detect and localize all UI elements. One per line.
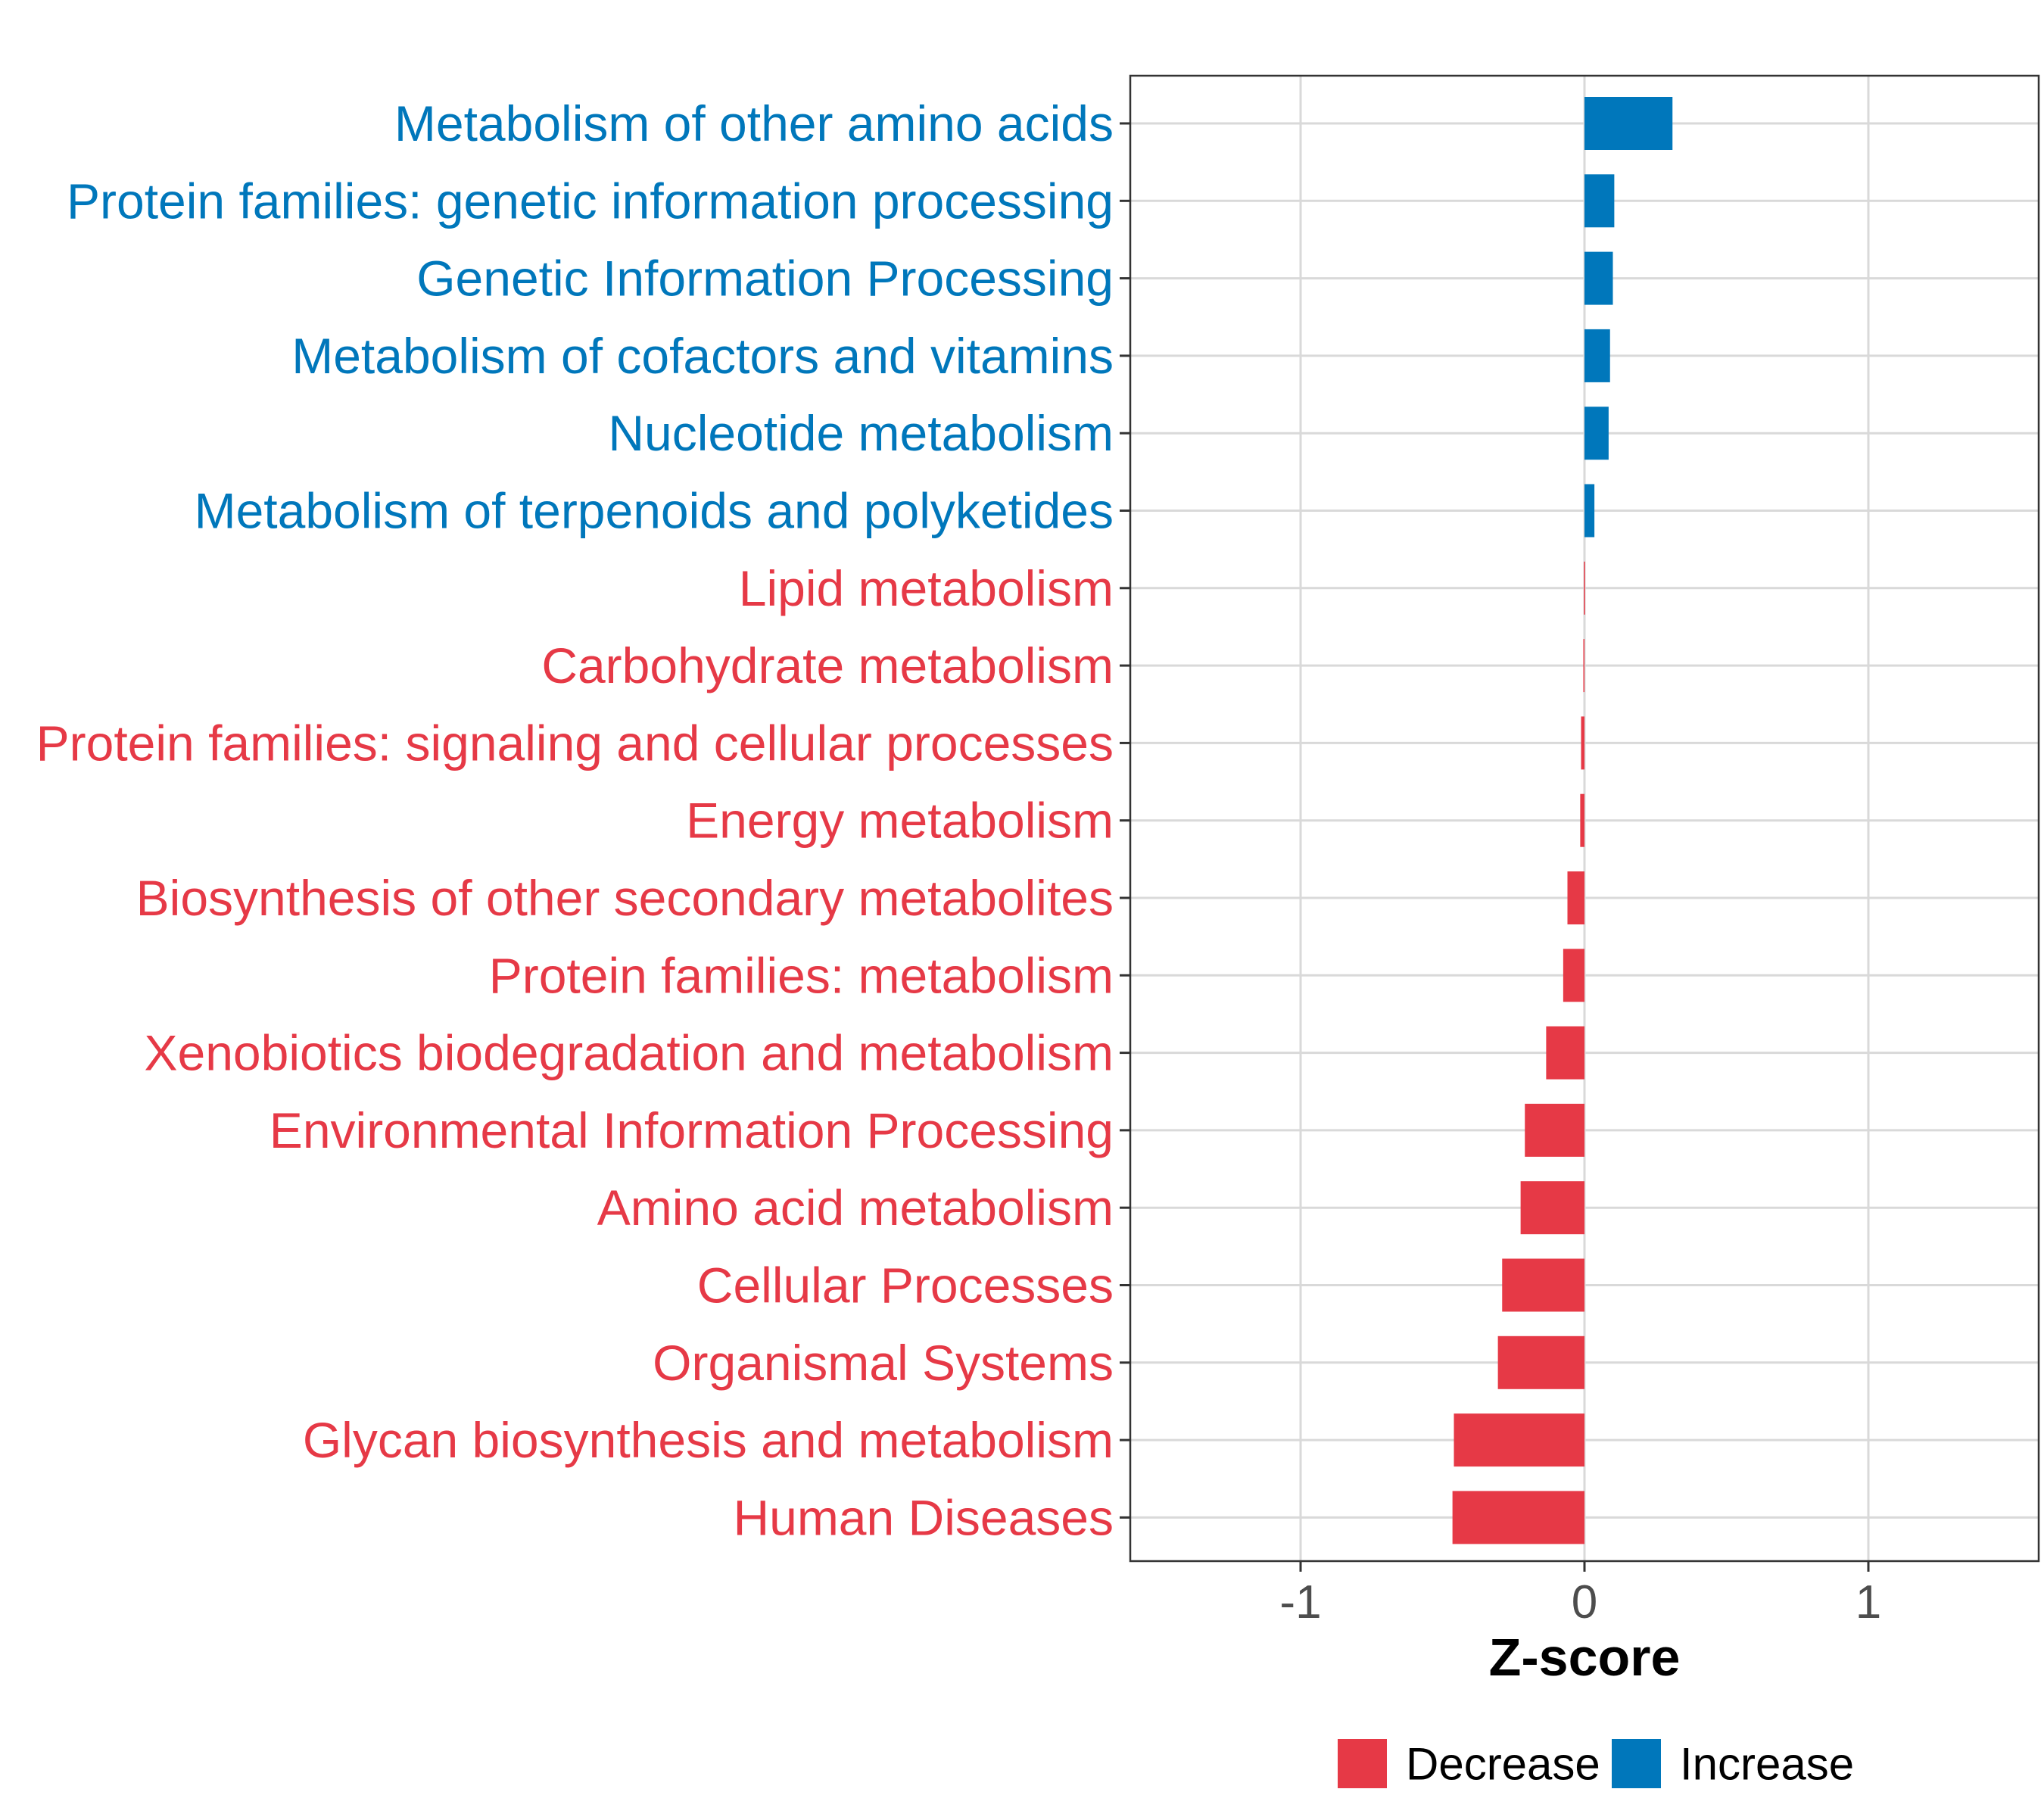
x-tick-label: 0	[1572, 1576, 1597, 1628]
bars	[1452, 97, 1673, 1544]
category-label: Genetic Information Processing	[416, 251, 1114, 307]
legend: Decrease Increase	[1338, 1739, 1854, 1790]
category-label: Protein families: metabolism	[489, 947, 1114, 1003]
category-label: Metabolism of cofactors and vitamins	[291, 328, 1114, 384]
legend-swatch-increase	[1612, 1739, 1661, 1788]
category-label: Organismal Systems	[653, 1335, 1114, 1391]
bar-metabolism-of-other-amino-acids	[1584, 97, 1673, 150]
category-label: Protein families: genetic information pr…	[67, 173, 1114, 229]
category-label: Metabolism of other amino acids	[394, 95, 1114, 151]
category-label: Biosynthesis of other secondary metaboli…	[136, 870, 1114, 926]
category-labels: Metabolism of other amino acids Protein f…	[36, 95, 1114, 1545]
y-axis-ticks	[1120, 122, 1130, 1519]
category-label: Protein families: signaling and cellular…	[36, 715, 1114, 771]
category-label: Environmental Information Processing	[270, 1102, 1114, 1158]
bar-metabolism-of-terpenoids-and-polyketides	[1584, 484, 1595, 538]
category-label: Metabolism of terpenoids and polyketides	[195, 483, 1114, 539]
bar-amino-acid-metabolism	[1520, 1181, 1584, 1235]
bar-lipid-metabolism	[1584, 561, 1585, 615]
bar-metabolism-of-cofactors-and-vitamins	[1584, 329, 1610, 382]
bar-cellular-processes	[1502, 1258, 1584, 1312]
category-label: Human Diseases	[733, 1489, 1114, 1545]
bar-xenobiotics-biodegradation-and-metabolism	[1546, 1026, 1584, 1080]
bar-carbohydrate-metabolism	[1583, 639, 1584, 693]
x-axis-ticks: -1 0 1	[1279, 1561, 1881, 1628]
bar-human-diseases	[1452, 1491, 1584, 1544]
legend-swatch-decrease	[1338, 1739, 1387, 1788]
x-tick-label: -1	[1279, 1576, 1321, 1628]
bar-biosynthesis-of-other-secondary-metabolites	[1567, 871, 1584, 924]
bar-energy-metabolism	[1580, 793, 1584, 847]
bar-environmental-information-processing	[1525, 1103, 1584, 1157]
bar-genetic-information-processing	[1584, 251, 1613, 305]
bar-protein-families-genetic-information-processing	[1584, 174, 1615, 228]
bar-nucleotide-metabolism	[1584, 407, 1609, 460]
category-label: Cellular Processes	[697, 1258, 1114, 1314]
category-label: Nucleotide metabolism	[608, 405, 1114, 461]
bar-protein-families-signaling-and-cellular-processes	[1581, 716, 1584, 770]
x-axis-title: Z-score	[1489, 1628, 1681, 1687]
category-label: Xenobiotics biodegradation and metabolis…	[145, 1025, 1114, 1081]
x-tick-label: 1	[1855, 1576, 1881, 1628]
category-label: Amino acid metabolism	[597, 1180, 1114, 1236]
category-label: Carbohydrate metabolism	[541, 637, 1114, 693]
legend-label-increase: Increase	[1680, 1739, 1854, 1790]
bar-glycan-biosynthesis-and-metabolism	[1454, 1413, 1584, 1467]
category-label: Lipid metabolism	[739, 560, 1114, 616]
bar-protein-families-metabolism	[1563, 949, 1584, 1002]
bar-organismal-systems	[1497, 1335, 1584, 1389]
category-label: Energy metabolism	[686, 793, 1114, 849]
category-label: Glycan biosynthesis and metabolism	[303, 1412, 1114, 1468]
legend-label-decrease: Decrease	[1406, 1739, 1600, 1790]
